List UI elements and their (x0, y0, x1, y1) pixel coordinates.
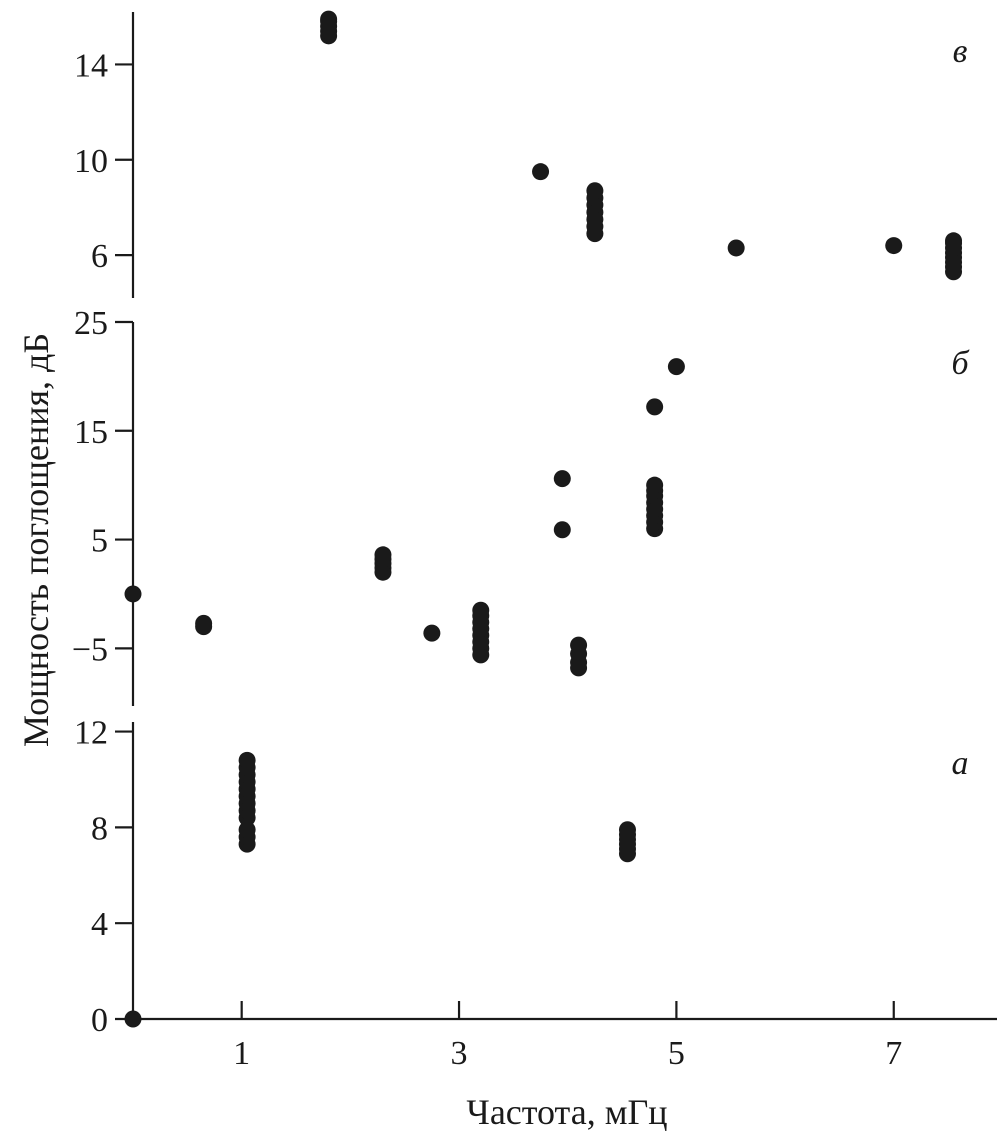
data-point-v-22 (945, 232, 963, 250)
data-point-b-22 (570, 636, 588, 654)
y-axis-label: Мощность поглощения, дБ (16, 333, 56, 747)
panel-label-a: а (952, 745, 969, 782)
data-point-b-31 (646, 398, 664, 416)
data-point-b-2 (195, 614, 213, 632)
data-point-a-18 (618, 821, 636, 839)
data-point-b-8 (423, 624, 441, 642)
x-axis-label: Частота, мГц (466, 1092, 667, 1132)
plot-area: 6 10 14 в −5 5 15 25 б 0 4 8 12 а 1 3 5 7 (72, 10, 997, 1072)
data-point-b-18 (553, 521, 571, 539)
panel-label-b: б (951, 345, 970, 382)
data-point-b-16 (472, 601, 490, 619)
y-tick-label-a-3: 12 (74, 715, 108, 752)
y-tick-label-b-1: 5 (91, 523, 108, 560)
data-point-v-5 (532, 163, 550, 181)
data-point-v-12 (586, 182, 604, 200)
x-tick-label-2: 5 (668, 1035, 685, 1072)
y-tick-label-v-2: 14 (74, 47, 108, 84)
data-point-b-7 (374, 546, 392, 564)
data-point-b-17 (553, 470, 571, 488)
data-point-a-12 (238, 751, 256, 769)
y-tick-label-a-1: 4 (91, 906, 108, 943)
panel-label-v: в (953, 33, 968, 70)
x-tick-label-1: 3 (451, 1035, 468, 1072)
y-tick-label-a-0: 0 (91, 1002, 108, 1039)
y-tick-label-b-3: 25 (74, 305, 108, 342)
x-tick-label-0: 1 (233, 1035, 250, 1072)
y-tick-label-b-2: 15 (74, 414, 108, 451)
data-point-b-0 (124, 585, 142, 603)
panel-v: 6 10 14 в (74, 10, 968, 298)
x-tick-label-3: 7 (885, 1035, 902, 1072)
y-tick-label-v-1: 10 (74, 143, 108, 180)
y-tick-label-b-0: −5 (72, 631, 108, 668)
data-point-v-13 (727, 239, 745, 257)
panel-b: −5 5 15 25 б (72, 305, 970, 706)
data-point-a-3 (238, 821, 256, 839)
y-tick-label-v-0: 6 (91, 238, 108, 275)
data-point-v-14 (885, 237, 903, 255)
panel-a: 0 4 8 12 а (74, 715, 969, 1039)
data-point-b-32 (667, 358, 685, 376)
y-tick-label-a-2: 8 (91, 810, 108, 847)
data-point-v-4 (320, 10, 338, 28)
data-point-b-30 (646, 476, 664, 494)
